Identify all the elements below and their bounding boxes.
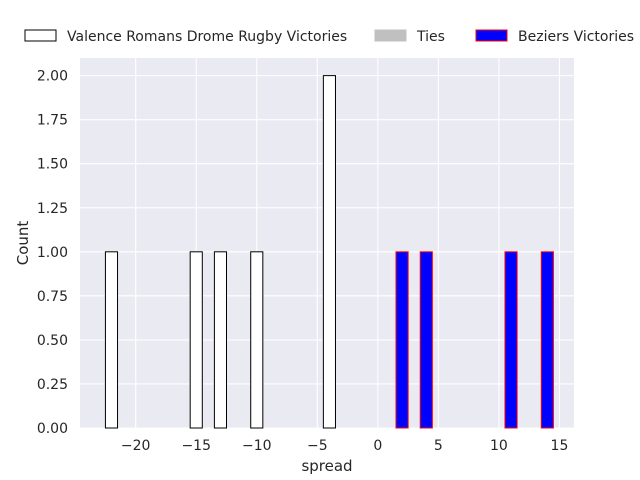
legend-label: Beziers Victories [518, 29, 634, 45]
legend-swatch [475, 29, 508, 42]
y-tick-label: 2.00 [37, 69, 68, 85]
histogram-bar [104, 251, 119, 429]
histogram-bar [213, 251, 228, 429]
y-tick-label: 1.75 [37, 113, 68, 129]
y-tick-label: 1.25 [37, 201, 68, 217]
x-tick-label: −5 [307, 438, 328, 454]
histogram-bar [189, 251, 203, 429]
x-tick-label: 10 [490, 438, 508, 454]
y-tick-label: 1.00 [37, 245, 68, 261]
y-tick-label: 0.25 [37, 377, 68, 393]
histogram-bar [504, 251, 518, 429]
x-tick-labels: −20 −15 −10 −5 0 5 10 15 [121, 438, 568, 454]
y-tick-label: 0.00 [37, 421, 68, 437]
x-tick-label: 15 [551, 438, 569, 454]
x-tick-label: −15 [181, 438, 211, 454]
histogram-bar [540, 251, 554, 429]
legend-label: Ties [416, 29, 445, 45]
x-tick-label: 5 [434, 438, 443, 454]
x-axis-label: spread [301, 457, 352, 475]
histogram-bar [250, 251, 264, 429]
histogram-bar [395, 251, 409, 429]
bars-group [104, 75, 554, 429]
x-tick-label: −20 [121, 438, 151, 454]
legend: Valence Romans Drome Rugby Victories Ties… [24, 29, 634, 45]
x-tick-label: −10 [242, 438, 272, 454]
y-tick-label: 0.50 [37, 333, 68, 349]
y-tick-label: 1.50 [37, 157, 68, 173]
legend-swatch [24, 29, 57, 42]
y-axis-label: Count [14, 221, 32, 266]
histogram-bar [322, 75, 336, 429]
x-tick-label: 0 [373, 438, 382, 454]
histogram-bar [419, 251, 433, 429]
y-tick-label: 0.75 [37, 289, 68, 305]
y-tick-labels: 0.00 0.25 0.50 0.75 1.00 1.25 1.50 1.75 2.00 [37, 69, 68, 437]
legend-label: Valence Romans Drome Rugby Victories [67, 29, 347, 45]
legend-swatch [374, 29, 407, 42]
